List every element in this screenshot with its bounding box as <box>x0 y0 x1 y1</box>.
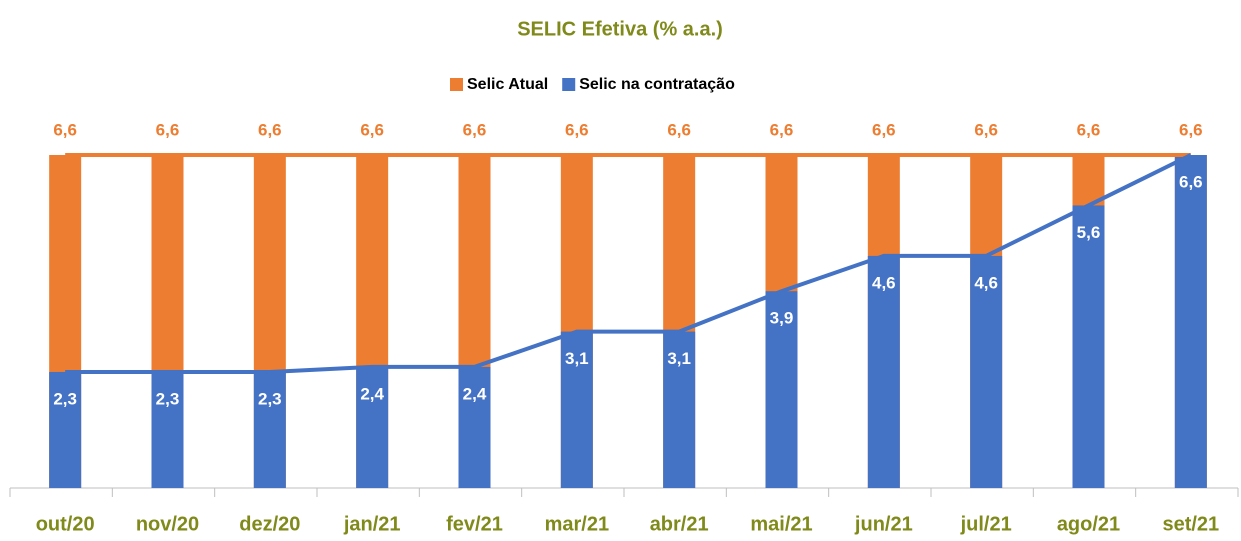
bar <box>458 366 491 488</box>
legend-swatch <box>450 78 463 91</box>
data-label: 6,6 <box>770 120 794 139</box>
bar <box>867 255 900 488</box>
data-label: 6,6 <box>258 120 282 139</box>
bar <box>663 331 696 488</box>
bar <box>1174 155 1207 488</box>
data-label: 3,1 <box>565 349 589 368</box>
legend-label: Selic Atual <box>467 76 548 93</box>
x-tick-label: out/20 <box>36 513 95 535</box>
bar <box>560 331 593 488</box>
data-label: 3,1 <box>667 349 691 368</box>
data-label: 6,6 <box>53 120 77 139</box>
bar <box>151 371 184 488</box>
legend-label: Selic na contratação <box>579 76 735 93</box>
data-label: 6,6 <box>156 120 180 139</box>
data-label: 6,6 <box>974 120 998 139</box>
bar <box>356 366 389 488</box>
data-label: 6,6 <box>667 120 691 139</box>
data-label: 2,4 <box>360 384 384 403</box>
data-label: 6,6 <box>463 120 487 139</box>
data-label: 6,6 <box>1077 120 1101 139</box>
x-tick-label: abr/21 <box>650 513 709 535</box>
x-tick-label: mar/21 <box>545 513 610 535</box>
x-tick-label: ago/21 <box>1057 513 1120 535</box>
bar <box>970 255 1003 488</box>
legend-swatch <box>562 78 576 91</box>
bar <box>1072 205 1105 489</box>
data-label: 2,3 <box>156 389 180 408</box>
x-tick-label: jun/21 <box>854 513 913 535</box>
bar <box>765 291 798 488</box>
x-tick-label: mai/21 <box>750 513 812 535</box>
data-label: 6,6 <box>872 120 896 139</box>
data-label: 4,6 <box>974 273 998 292</box>
x-tick-label: set/21 <box>1162 513 1219 535</box>
data-label: 6,6 <box>565 120 589 139</box>
data-label: 6,6 <box>1179 120 1203 139</box>
data-label: 3,9 <box>770 309 794 328</box>
data-label: 5,6 <box>1077 223 1101 242</box>
series-line <box>65 153 1192 374</box>
data-label: 2,3 <box>53 389 77 408</box>
bar <box>253 371 286 488</box>
x-tick-label: nov/20 <box>136 513 199 535</box>
x-tick-label: dez/20 <box>239 513 300 535</box>
data-label: 2,3 <box>258 389 282 408</box>
x-tick-label: fev/21 <box>446 513 503 535</box>
x-tick-label: jan/21 <box>343 513 401 535</box>
data-label: 6,6 <box>1179 172 1203 191</box>
data-label: 6,6 <box>360 120 384 139</box>
data-label: 2,4 <box>463 384 487 403</box>
chart-title: SELIC Efetiva (% a.a.) <box>517 18 723 40</box>
data-label: 4,6 <box>872 273 896 292</box>
bar <box>49 371 82 488</box>
x-tick-label: jul/21 <box>960 513 1012 535</box>
